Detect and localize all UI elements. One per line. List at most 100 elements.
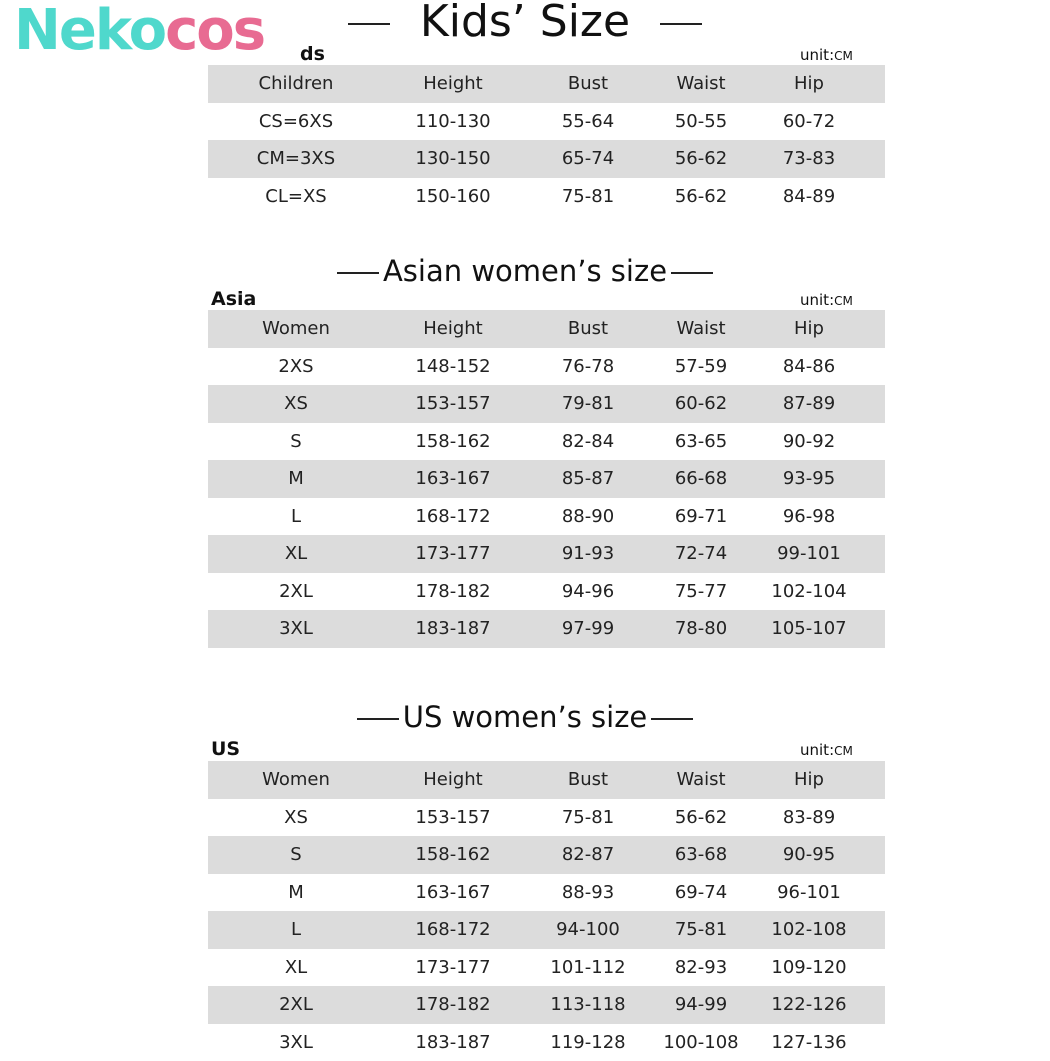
table-cell: 168-172 <box>383 911 523 949</box>
table-cell: 163-167 <box>383 460 523 498</box>
asia-title-text: Asian women’s size <box>383 254 667 288</box>
table-cell: 3XL <box>226 1024 366 1061</box>
column-header: Height <box>383 310 523 348</box>
column-header: Women <box>226 310 366 348</box>
table-cell: XS <box>226 799 366 837</box>
table-cell: 105-107 <box>739 610 879 648</box>
table-cell: 153-157 <box>383 385 523 423</box>
table-cell: 87-89 <box>739 385 879 423</box>
us-tag: US <box>211 738 240 760</box>
table-cell: 96-98 <box>739 498 879 536</box>
table-cell: XL <box>226 535 366 573</box>
table-cell: 110-130 <box>383 103 523 141</box>
table-cell: 158-162 <box>383 423 523 461</box>
asia-size-title: Asian women’s size <box>0 254 1050 288</box>
table-cell: 90-92 <box>739 423 879 461</box>
table-cell: 109-120 <box>739 949 879 987</box>
table-cell: 84-86 <box>739 348 879 386</box>
table-cell: 3XL <box>226 610 366 648</box>
asia-unit: unit:CM <box>800 291 853 310</box>
table-cell: 163-167 <box>383 874 523 912</box>
table-cell: M <box>226 874 366 912</box>
column-header: Hip <box>739 65 879 103</box>
table-cell: 150-160 <box>383 178 523 216</box>
table-cell: M <box>226 460 366 498</box>
column-header: Children <box>226 65 366 103</box>
table-cell: L <box>226 498 366 536</box>
table-cell: CS=6XS <box>226 103 366 141</box>
logo-part-neko: Neko <box>14 0 165 63</box>
table-cell: 73-83 <box>739 140 879 178</box>
table-cell: 2XL <box>226 986 366 1024</box>
table-cell: 153-157 <box>383 799 523 837</box>
table-cell: 122-126 <box>739 986 879 1024</box>
table-cell: XL <box>226 949 366 987</box>
table-cell: 90-95 <box>739 836 879 874</box>
table-cell: 99-101 <box>739 535 879 573</box>
table-cell: 2XL <box>226 573 366 611</box>
table-cell: 84-89 <box>739 178 879 216</box>
table-cell: 102-104 <box>739 573 879 611</box>
table-cell: 173-177 <box>383 949 523 987</box>
table-cell: 93-95 <box>739 460 879 498</box>
table-cell: 2XS <box>226 348 366 386</box>
column-header: Hip <box>739 761 879 799</box>
table-cell: 173-177 <box>383 535 523 573</box>
column-header: Height <box>383 761 523 799</box>
table-cell: 168-172 <box>383 498 523 536</box>
table-cell: 102-108 <box>739 911 879 949</box>
table-cell: 127-136 <box>739 1024 879 1061</box>
asia-tag: Asia <box>211 288 256 310</box>
nekocos-logo: Nekocos <box>14 0 264 62</box>
logo-part-cos: cos <box>165 0 264 63</box>
column-header: Women <box>226 761 366 799</box>
table-cell: CL=XS <box>226 178 366 216</box>
column-header: Hip <box>739 310 879 348</box>
column-header: Height <box>383 65 523 103</box>
us-unit: unit:CM <box>800 741 853 760</box>
table-cell: 130-150 <box>383 140 523 178</box>
kids-title-text: Kids’ Size <box>420 0 630 47</box>
table-cell: CM=3XS <box>226 140 366 178</box>
table-cell: 148-152 <box>383 348 523 386</box>
us-size-title: US women’s size <box>0 700 1050 734</box>
table-cell: 178-182 <box>383 573 523 611</box>
table-cell: 183-187 <box>383 1024 523 1061</box>
table-cell: 178-182 <box>383 986 523 1024</box>
kids-tag: ds <box>300 43 325 65</box>
table-cell: 96-101 <box>739 874 879 912</box>
table-cell: XS <box>226 385 366 423</box>
table-cell: L <box>226 911 366 949</box>
table-cell: S <box>226 423 366 461</box>
table-cell: 60-72 <box>739 103 879 141</box>
table-cell: 83-89 <box>739 799 879 837</box>
table-cell: 183-187 <box>383 610 523 648</box>
kids-unit: unit:CM <box>800 46 853 65</box>
table-cell: S <box>226 836 366 874</box>
table-cell: 158-162 <box>383 836 523 874</box>
